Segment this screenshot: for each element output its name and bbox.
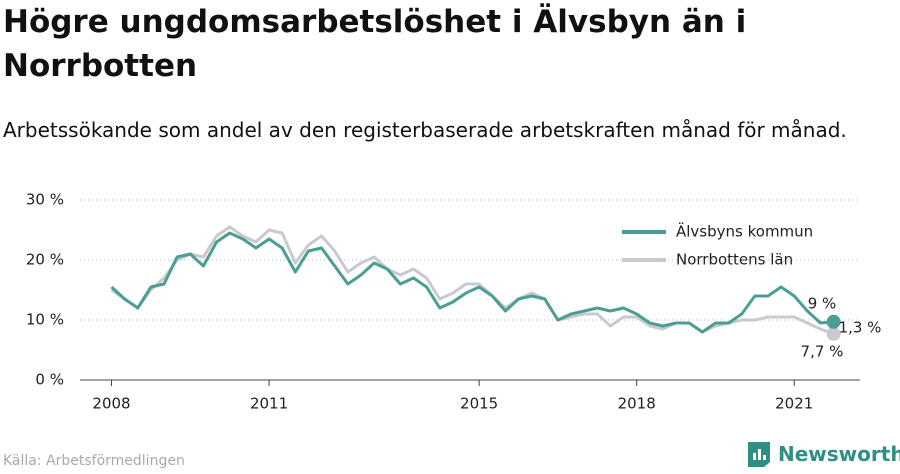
brand-name: Newsworthy <box>778 442 900 466</box>
source: Källa: Arbetsförmedlingen <box>3 453 185 469</box>
y-tick-label: 10 % <box>26 311 64 329</box>
legend-label: Norrbottens län <box>676 251 793 269</box>
logo-icon <box>748 442 770 467</box>
chart-title: Högre ungdomsarbetslöshet i Älvsbyn än i… <box>3 4 747 84</box>
legend-label: Älvsbyns kommun <box>676 222 813 241</box>
chart-subtitle: Arbetssökande som andel av den registerb… <box>3 118 847 142</box>
annotation: 9 % <box>808 295 837 313</box>
y-tick-label: 20 % <box>26 251 64 269</box>
series-line <box>110 231 834 334</box>
x-tick-label: 2011 <box>250 395 288 413</box>
x-tick-label: 2008 <box>92 395 130 413</box>
y-tick-label: 30 % <box>26 191 64 209</box>
x-tick-label: 2021 <box>775 395 813 413</box>
annotation: 7,7 % <box>801 343 844 361</box>
annotation: 1,3 % <box>839 319 882 337</box>
end-marker <box>826 314 841 329</box>
x-tick-label: 2015 <box>460 395 498 413</box>
x-tick-label: 2018 <box>618 395 656 413</box>
brand-logo: Newsworthy <box>746 440 900 468</box>
end-marker <box>826 326 841 341</box>
y-tick-label: 0 % <box>35 371 64 389</box>
series-line <box>110 225 835 336</box>
